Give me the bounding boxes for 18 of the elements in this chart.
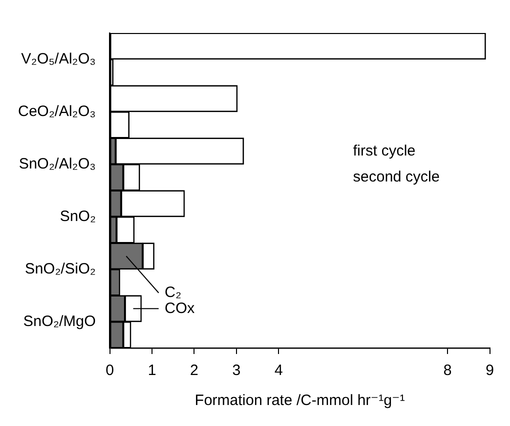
x-tick-label: 9 [486,362,494,380]
y-tick-label: SnO₂/Al₂O₃ [18,155,96,172]
x-tick-label: 8 [443,362,452,380]
y-tick-label: V₂O₅/Al₂O₃ [21,50,96,68]
y-tick-label: SnO₂ [60,208,96,225]
y-tick-label: SnO₂/SiO₂ [24,260,96,278]
y-tick-label: SnO₂/MgO [23,312,96,330]
x-tick-label: 2 [190,362,198,380]
y-tick-label: CeO₂/Al₂O₃ [18,102,96,120]
annotation: first cycle [353,142,416,160]
x-tick-label: 3 [232,362,241,380]
series-label: C₂ [164,284,182,302]
x-tick-label: 0 [106,362,114,380]
series-label: COx [164,300,196,317]
x-tick-label: 1 [148,362,156,380]
annotation: second cycle [353,168,440,186]
x-tick-label: 4 [274,362,283,380]
x-axis-title: Formation rate /C-mmol hr⁻¹g⁻¹ [194,392,405,410]
